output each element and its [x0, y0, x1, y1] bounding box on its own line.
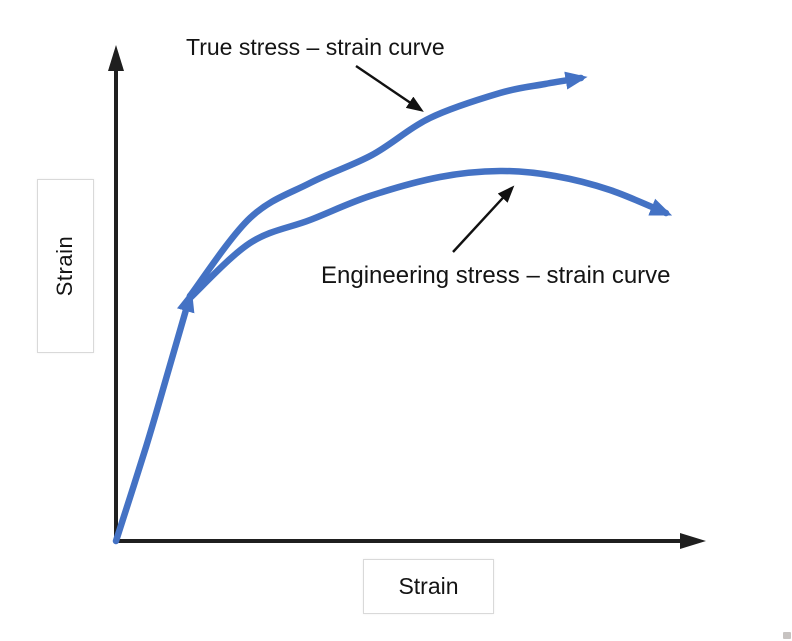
- elastic-segment-curve: [112, 289, 195, 545]
- engineering-curve-annotation-arrow-icon: [452, 185, 515, 253]
- engineering-curve-label: Engineering stress – strain curve: [321, 262, 671, 289]
- true-stress-strain-curve: [186, 71, 588, 300]
- x-axis-arrowhead-icon: [680, 533, 706, 549]
- true-curve-annotation-arrow-icon: [355, 65, 424, 112]
- y-axis-arrowhead-icon: [108, 45, 124, 71]
- engineering-stress-strain-curve: [186, 167, 673, 302]
- y-axis-label: Strain: [52, 235, 78, 297]
- corner-artifact: [783, 632, 791, 639]
- x-axis-label: Strain: [398, 573, 459, 599]
- y-axis-label-box: Strain: [37, 179, 94, 353]
- x-axis-label-box: Strain: [363, 559, 494, 614]
- true-curve-label: True stress – strain curve: [186, 34, 445, 60]
